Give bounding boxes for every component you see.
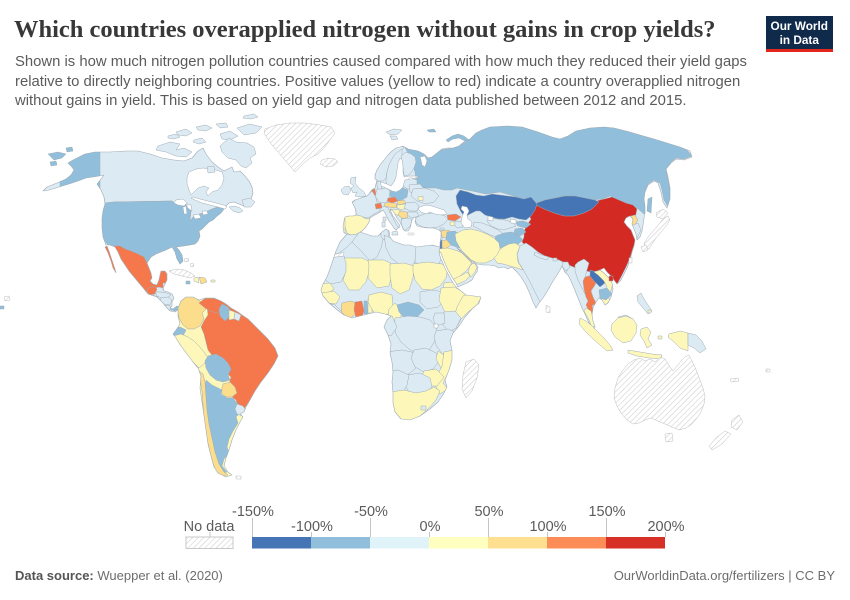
- svg-text:-50%: -50%: [354, 504, 388, 520]
- svg-text:100%: 100%: [529, 519, 566, 535]
- svg-text:200%: 200%: [647, 519, 684, 535]
- svg-text:50%: 50%: [474, 504, 503, 520]
- svg-text:-150%: -150%: [232, 504, 274, 520]
- svg-text:150%: 150%: [588, 504, 625, 520]
- svg-text:0%: 0%: [420, 519, 441, 535]
- svg-text:-100%: -100%: [291, 519, 333, 535]
- svg-text:No data: No data: [184, 519, 236, 535]
